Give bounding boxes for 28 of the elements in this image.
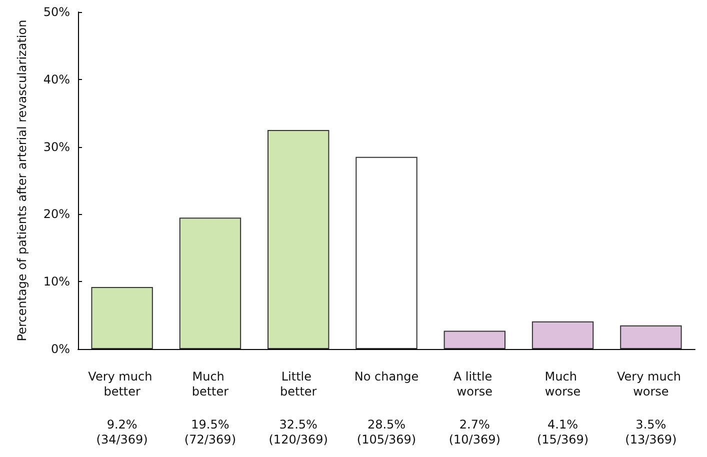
x-tick-label: A little worse bbox=[453, 370, 496, 398]
x-tick-label: Very much worse bbox=[617, 370, 685, 398]
bar bbox=[620, 325, 682, 349]
y-tick-label: 10% bbox=[43, 274, 70, 289]
bar bbox=[268, 130, 330, 349]
x-tick-label: Much worse bbox=[544, 370, 581, 398]
y-tick-label: 40% bbox=[43, 72, 70, 86]
bar bbox=[91, 286, 153, 349]
data-label: 19.5% (72/369) bbox=[184, 418, 236, 446]
x-tick-label: Much better bbox=[192, 370, 229, 398]
bar bbox=[356, 156, 418, 349]
x-tick-label: Very much better bbox=[88, 370, 156, 398]
y-axis-title: Percentage of patients after arterial revascularization bbox=[15, 20, 29, 342]
bar bbox=[444, 330, 506, 349]
y-tick-label: 30% bbox=[43, 140, 70, 154]
y-tick-label: 0% bbox=[50, 342, 70, 356]
bar bbox=[179, 218, 242, 349]
data-label: 3.5% (13/369) bbox=[625, 418, 677, 446]
y-tick-label: 50% bbox=[43, 5, 70, 19]
x-tick-label: Little better bbox=[280, 370, 317, 398]
data-label: 32.5% (120/369) bbox=[268, 418, 328, 446]
data-label: 28.5% (105/369) bbox=[356, 418, 416, 446]
y-tick-label: 20% bbox=[43, 207, 70, 222]
data-label: 9.2% (34/369) bbox=[96, 418, 148, 446]
data-label: 4.1% (15/369) bbox=[536, 418, 589, 446]
bar bbox=[532, 321, 594, 349]
data-label: 2.7% (10/369) bbox=[448, 418, 500, 446]
x-tick-label: No change bbox=[354, 370, 419, 384]
